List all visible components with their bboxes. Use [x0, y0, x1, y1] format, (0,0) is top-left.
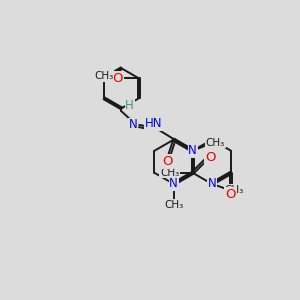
- Text: HN: HN: [145, 117, 163, 130]
- Text: N: N: [188, 144, 197, 157]
- Text: N: N: [169, 177, 178, 190]
- Text: O: O: [163, 155, 173, 168]
- Text: O: O: [112, 72, 123, 85]
- Text: CH₃: CH₃: [160, 168, 179, 178]
- Text: CH₃: CH₃: [94, 71, 114, 81]
- Text: H: H: [125, 99, 134, 112]
- Text: CH₃: CH₃: [206, 138, 225, 148]
- Text: N: N: [129, 118, 138, 131]
- Text: CH₃: CH₃: [225, 185, 244, 195]
- Text: O: O: [226, 188, 236, 201]
- Text: CH₃: CH₃: [164, 200, 183, 210]
- Text: N: N: [208, 177, 216, 190]
- Text: N: N: [188, 144, 197, 157]
- Text: O: O: [205, 151, 216, 164]
